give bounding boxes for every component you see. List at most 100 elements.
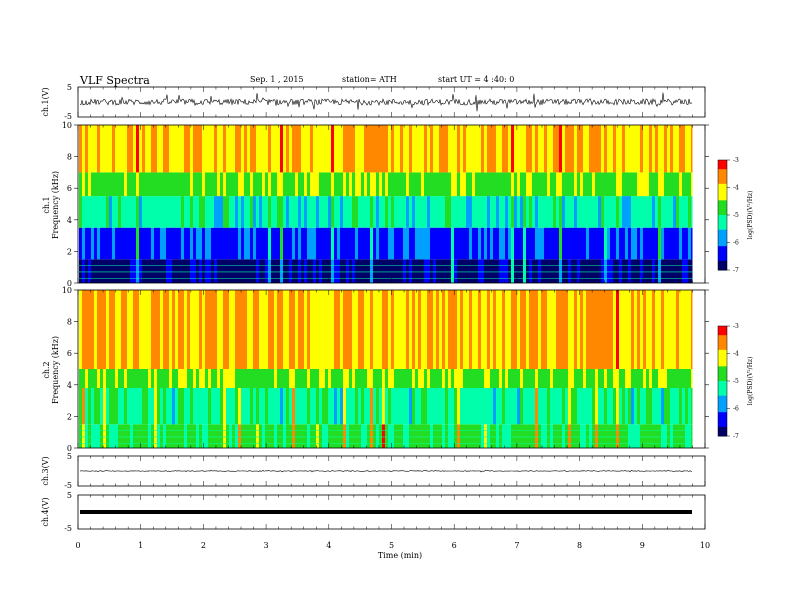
spectrogram-cell	[205, 172, 208, 197]
spectrogram-cell	[427, 388, 430, 425]
spectrogram-cell	[643, 290, 646, 369]
spectrogram-cell	[499, 259, 502, 283]
spectrogram-cell	[322, 125, 325, 173]
colorbar-cell	[718, 191, 727, 194]
ch1-waveform-ticks	[77, 87, 706, 117]
spectrogram-cell	[160, 290, 163, 369]
spectrogram-cell	[304, 369, 307, 388]
spectrogram-cell	[319, 196, 322, 228]
spectrogram-cell	[91, 259, 94, 283]
spectrogram-cell	[649, 259, 652, 283]
spectrogram-cell	[166, 259, 169, 283]
spectrogram-cell	[193, 388, 196, 425]
spectrogram-cell	[655, 259, 658, 283]
spectrogram-cell	[352, 290, 355, 369]
spectrogram-cell	[172, 369, 175, 388]
spectrogram-cell	[586, 172, 589, 197]
colorbar-cell	[718, 346, 727, 349]
spectrogram-cell	[205, 388, 208, 425]
spectrogram-cell	[580, 172, 583, 197]
spectrogram-cell	[544, 259, 547, 283]
spectrogram-cell	[475, 172, 478, 197]
spectrogram-cell	[223, 125, 226, 173]
spectrogram-cell	[385, 125, 388, 173]
spectrogram-cell	[379, 369, 382, 388]
spectrogram-cell	[244, 369, 247, 388]
spectrogram-cell	[544, 369, 547, 388]
spectrogram-cell	[394, 388, 397, 425]
spectrogram-cell	[568, 227, 571, 260]
spectrogram-cell	[190, 424, 193, 448]
spectrogram-cell	[151, 227, 154, 260]
spectrogram-cell	[337, 290, 340, 369]
spectrogram-cell	[421, 259, 424, 283]
spectrogram-cell	[679, 172, 682, 197]
spectrogram-cell	[688, 172, 691, 197]
spectrogram-cell	[241, 172, 244, 197]
spectrogram-cell	[559, 172, 562, 197]
spectrogram-cell	[253, 369, 256, 388]
spectrogram-cell	[190, 227, 193, 260]
spectrogram-cell	[193, 125, 196, 173]
spectrogram-cell	[142, 196, 145, 228]
spectrogram-cell	[355, 290, 358, 369]
spectrogram-cell	[574, 172, 577, 197]
colorbar-cell	[718, 226, 727, 229]
spectrogram-cell	[106, 259, 109, 283]
spectrogram-cell	[274, 259, 277, 283]
spectrogram-cell	[520, 196, 523, 228]
spectrogram-cell	[541, 172, 544, 197]
spectrogram-cell	[406, 369, 409, 388]
spectrogram-cell	[85, 388, 88, 425]
spectrogram-cell	[418, 290, 421, 369]
spectrogram-cell	[97, 424, 100, 448]
spectrogram-cell	[277, 369, 280, 388]
spectrogram-cell	[532, 388, 535, 425]
spectrogram-cell	[94, 125, 97, 173]
spectrogram-cell	[97, 369, 100, 388]
spectrogram-cell	[613, 172, 616, 197]
spectrogram-cell	[391, 424, 394, 448]
colorbar-cell	[718, 335, 727, 338]
spectrogram-cell	[454, 369, 457, 388]
spectrogram-cell	[229, 196, 232, 228]
spectrogram-cell	[247, 424, 250, 448]
spectrogram-cell	[520, 424, 523, 448]
spectrogram-cell	[97, 290, 100, 369]
colorbar-cell	[718, 257, 727, 260]
spectrogram-cell	[271, 259, 274, 283]
spectrogram-cell	[493, 259, 496, 283]
spectrogram-cell	[583, 259, 586, 283]
spectrogram-cell	[289, 290, 292, 369]
colorbar-cell	[718, 425, 727, 428]
spectrogram-cell	[679, 259, 682, 283]
spectrogram-cell	[301, 369, 304, 388]
colorbar-cell	[718, 244, 727, 247]
spectrogram-cell	[553, 259, 556, 283]
spectrogram-cell	[349, 125, 352, 173]
spectrogram-cell	[478, 290, 481, 369]
spectrogram-cell	[481, 172, 484, 197]
spectrogram-cell	[580, 388, 583, 425]
spectrogram-cell	[652, 196, 655, 228]
spectrogram-cell	[679, 196, 682, 228]
spectrogram-cell	[436, 172, 439, 197]
spectrogram-cell	[412, 196, 415, 228]
spectrogram-cell	[358, 369, 361, 388]
ch3-waveform-ticks	[77, 456, 706, 486]
ch3-waveform-trace	[80, 469, 693, 473]
spectrogram-cell	[556, 290, 559, 369]
spectrogram-cell	[196, 369, 199, 388]
spectrogram-cell	[370, 388, 373, 425]
colorbar-cell	[718, 266, 727, 269]
spectrogram-cell	[454, 125, 457, 173]
spectrogram-cell	[322, 290, 325, 369]
colorbar-cell	[718, 419, 727, 422]
colorbar-cell	[718, 189, 727, 192]
spectrogram-cell	[307, 290, 310, 369]
spectrogram-cell	[403, 259, 406, 283]
colorbar-cell	[718, 264, 727, 267]
spectrogram-cell	[565, 424, 568, 448]
spectrogram-cell	[688, 196, 691, 228]
colorbar-cell	[718, 329, 727, 332]
